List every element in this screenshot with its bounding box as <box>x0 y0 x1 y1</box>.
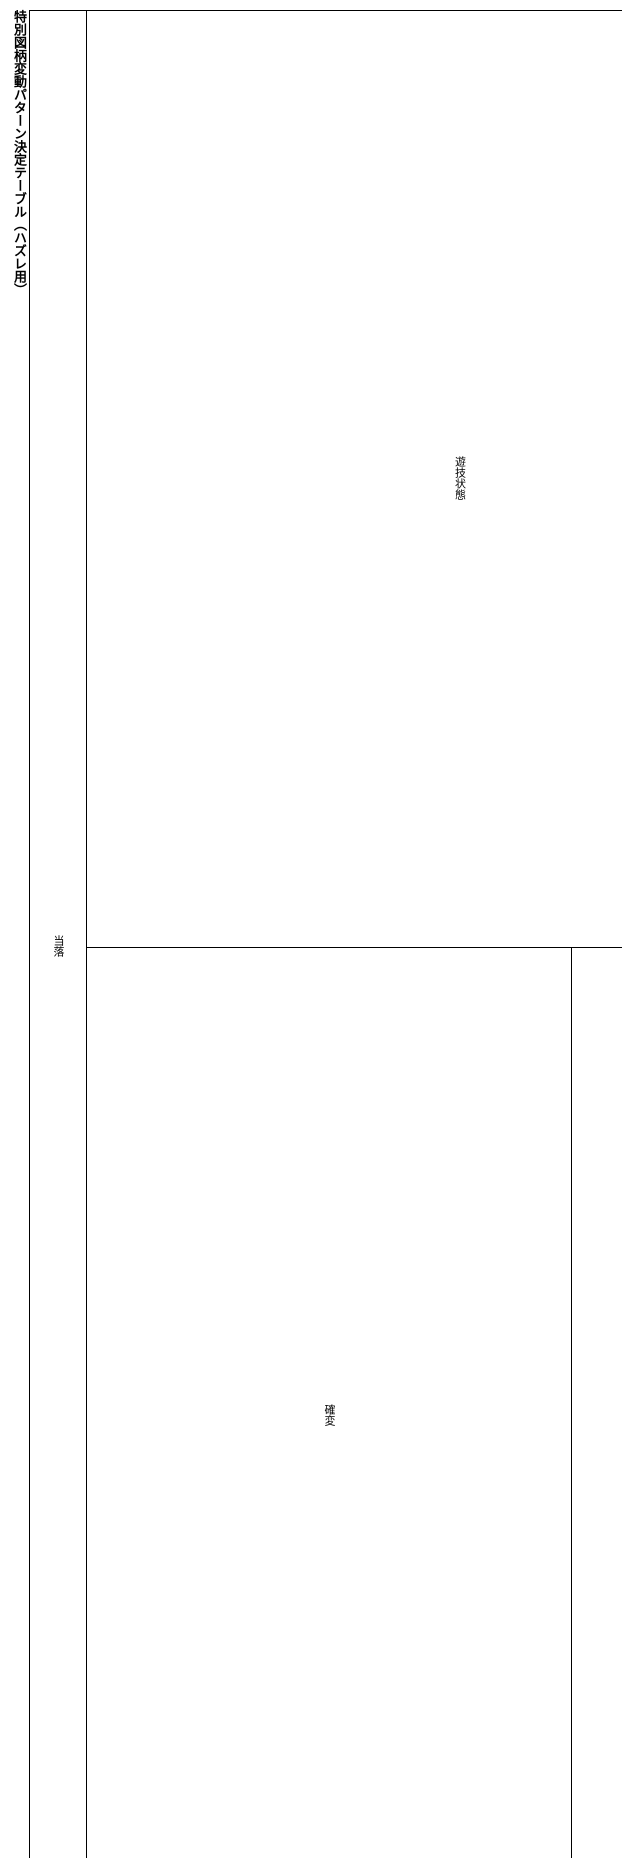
header-yugi: 遊技状態 <box>87 11 622 948</box>
header-kakuhen: 確変 <box>87 948 572 1858</box>
pattern-table: 当落遊技状態リーチ判定用 乱数範囲 (0～250)メイン側演出 選択用乱数範囲 … <box>29 10 622 1858</box>
table-wrap: 特別図柄変動パターン決定テーブル（ハズレ用） 当落遊技状態リーチ判定用 乱数範囲… <box>10 10 612 1858</box>
header-jotai: 状態 <box>572 948 622 1858</box>
table-title: 特別図柄変動パターン決定テーブル（ハズレ用） <box>10 10 29 296</box>
header-atari: 当落 <box>30 11 87 1858</box>
